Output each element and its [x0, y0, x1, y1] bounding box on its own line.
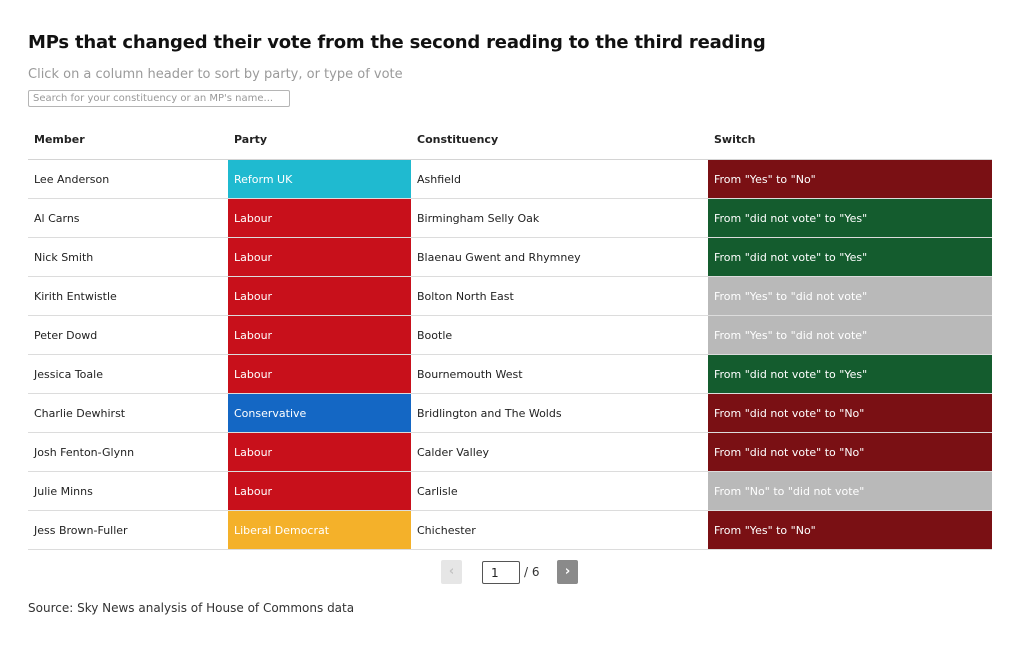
table-row: Jess Brown-Fuller Liberal Democrat Chiches… — [28, 510, 992, 550]
table-row: Josh Fenton-Glynn Labour Calder Valley From… — [28, 432, 992, 472]
member-cell: Nick Smith — [28, 237, 228, 277]
column-header-member[interactable]: Member — [28, 120, 228, 160]
constituency-cell: Chichester — [411, 510, 708, 550]
vote-switch-table: Member Party Constituency Switch Lee And… — [28, 120, 992, 550]
switch-cell: From "Yes" to "did not vote" — [708, 276, 992, 316]
member-cell: Jessica Toale — [28, 354, 228, 394]
pagination: ‹ / 6 › — [0, 560, 1020, 584]
member-cell: Al Carns — [28, 198, 228, 238]
party-cell: Labour — [228, 237, 411, 277]
party-cell: Labour — [228, 315, 411, 355]
table-header-row: Member Party Constituency Switch — [28, 120, 992, 160]
table-row: Kirith Entwistle Labour Bolton North East F… — [28, 276, 992, 316]
member-cell: Jess Brown-Fuller — [28, 510, 228, 550]
switch-cell: From "did not vote" to "Yes" — [708, 198, 992, 238]
member-cell: Charlie Dewhirst — [28, 393, 228, 433]
switch-cell: From "did not vote" to "Yes" — [708, 354, 992, 394]
constituency-cell: Calder Valley — [411, 432, 708, 472]
switch-cell: From "did not vote" to "No" — [708, 393, 992, 433]
party-cell: Reform UK — [228, 159, 411, 199]
party-cell: Liberal Democrat — [228, 510, 411, 550]
column-header-switch[interactable]: Switch — [708, 120, 992, 160]
constituency-cell: Ashfield — [411, 159, 708, 199]
constituency-cell: Birmingham Selly Oak — [411, 198, 708, 238]
switch-cell: From "Yes" to "did not vote" — [708, 315, 992, 355]
table-row: Julie Minns Labour Carlisle From "No" to "d… — [28, 471, 992, 511]
constituency-cell: Carlisle — [411, 471, 708, 511]
table-body: Lee Anderson Reform UK Ashfield From "Yes" … — [28, 159, 992, 550]
page-number-input[interactable] — [482, 561, 520, 584]
search-input[interactable] — [28, 90, 290, 107]
constituency-cell: Blaenau Gwent and Rhymney — [411, 237, 708, 277]
table-row: Nick Smith Labour Blaenau Gwent and Rhymne… — [28, 237, 992, 277]
switch-cell: From "did not vote" to "No" — [708, 432, 992, 472]
switch-cell: From "Yes" to "No" — [708, 159, 992, 199]
switch-cell: From "No" to "did not vote" — [708, 471, 992, 511]
member-cell: Lee Anderson — [28, 159, 228, 199]
next-page-button[interactable]: › — [557, 560, 578, 584]
table-row: Lee Anderson Reform UK Ashfield From "Yes" … — [28, 159, 992, 199]
page-total: / 6 — [524, 565, 540, 579]
party-cell: Labour — [228, 354, 411, 394]
member-cell: Julie Minns — [28, 471, 228, 511]
table-row: Charlie Dewhirst Conservative Bridlington … — [28, 393, 992, 433]
column-header-constituency[interactable]: Constituency — [411, 120, 708, 160]
table-row: Al Carns Labour Birmingham Selly Oak From "… — [28, 198, 992, 238]
constituency-cell: Bournemouth West — [411, 354, 708, 394]
column-header-party[interactable]: Party — [228, 120, 411, 160]
member-cell: Josh Fenton-Glynn — [28, 432, 228, 472]
party-cell: Labour — [228, 276, 411, 316]
source-note: Source: Sky News analysis of House of Co… — [28, 601, 355, 615]
party-cell: Labour — [228, 471, 411, 511]
party-cell: Conservative — [228, 393, 411, 433]
table-row: Jessica Toale Labour Bournemouth West From … — [28, 354, 992, 394]
member-cell: Kirith Entwistle — [28, 276, 228, 316]
party-cell: Labour — [228, 198, 411, 238]
sort-instructions: Click on a column header to sort by part… — [28, 67, 403, 82]
page-title: MPs that changed their vote from the sec… — [28, 32, 766, 53]
party-cell: Labour — [228, 432, 411, 472]
switch-cell: From "Yes" to "No" — [708, 510, 992, 550]
constituency-cell: Bolton North East — [411, 276, 708, 316]
constituency-cell: Bridlington and The Wolds — [411, 393, 708, 433]
member-cell: Peter Dowd — [28, 315, 228, 355]
previous-page-button[interactable]: ‹ — [441, 560, 462, 584]
constituency-cell: Bootle — [411, 315, 708, 355]
switch-cell: From "did not vote" to "Yes" — [708, 237, 992, 277]
table-row: Peter Dowd Labour Bootle From "Yes" to "did… — [28, 315, 992, 355]
